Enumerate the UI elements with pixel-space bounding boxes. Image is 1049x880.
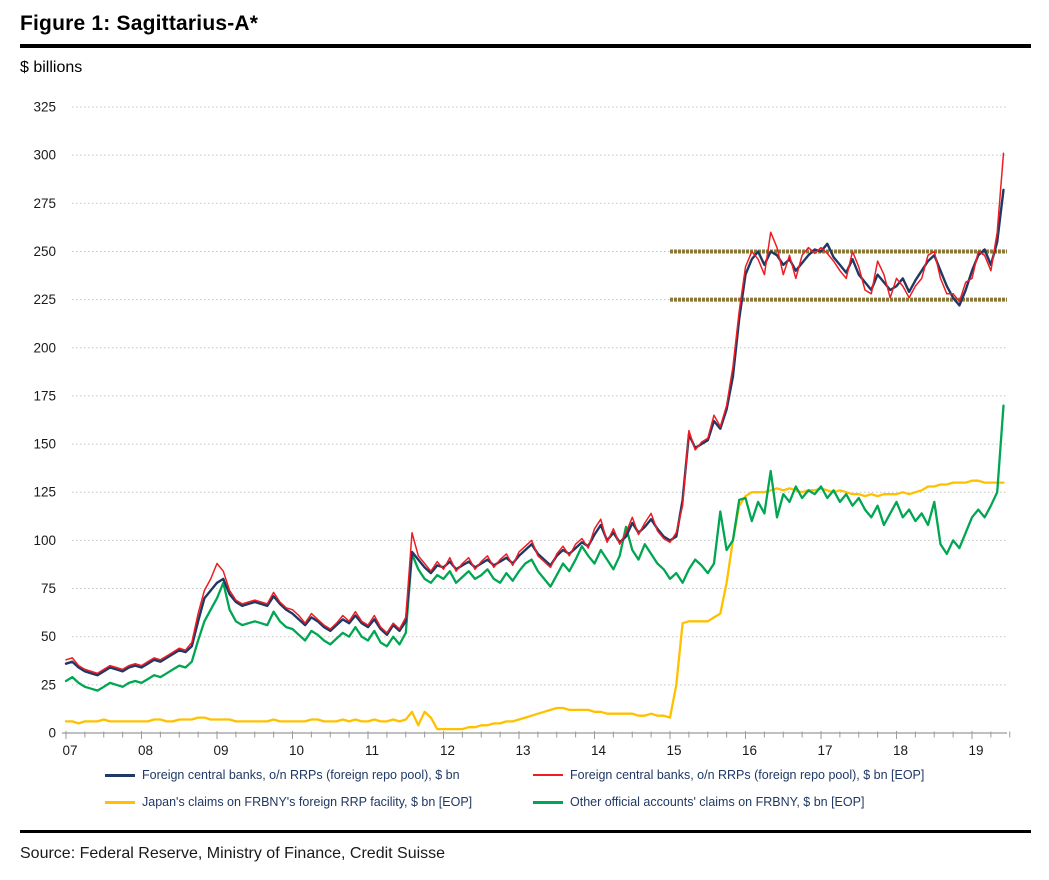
svg-text:18: 18	[893, 743, 908, 758]
gridlines	[72, 106, 1007, 686]
svg-text:200: 200	[33, 340, 56, 355]
svg-text:250: 250	[33, 244, 56, 259]
chart-legend: Foreign central banks, o/n RRPs (foreign…	[0, 762, 1049, 824]
legend-item-label: Other official accounts' claims on FRBNY…	[570, 795, 865, 809]
legend-item-other-accounts: Other official accounts' claims on FRBNY…	[533, 795, 864, 809]
svg-text:275: 275	[33, 196, 56, 211]
svg-text:100: 100	[33, 533, 56, 548]
svg-text:25: 25	[41, 677, 56, 692]
y-axis-units-label: $ billions	[20, 59, 83, 76]
svg-text:15: 15	[666, 743, 681, 758]
svg-text:13: 13	[515, 743, 530, 758]
legend-line-swatch-green-icon	[533, 800, 563, 804]
title-divider	[20, 44, 1031, 48]
reference-lines	[670, 249, 1007, 302]
source-divider	[20, 830, 1031, 833]
chart-container: 0 25 50 75 100 125 150 175 200 225 250 275 300 325 07 0…	[0, 85, 1049, 760]
svg-text:12: 12	[440, 743, 455, 758]
svg-text:325: 325	[33, 100, 56, 115]
svg-text:225: 225	[33, 292, 56, 307]
svg-text:11: 11	[365, 743, 379, 758]
legend-line-swatch-navy-icon	[105, 773, 135, 777]
svg-text:14: 14	[591, 743, 607, 758]
series-line-repo-pool	[64, 188, 1005, 677]
svg-text:16: 16	[742, 743, 757, 758]
legend-item-label: Foreign central banks, o/n RRPs (foreign…	[142, 768, 460, 782]
svg-text:10: 10	[289, 743, 304, 758]
svg-text:50: 50	[41, 629, 56, 644]
svg-text:09: 09	[213, 743, 228, 758]
svg-text:08: 08	[138, 743, 153, 758]
source-text: Source: Federal Reserve, Ministry of Fin…	[20, 845, 446, 862]
legend-item-label: Foreign central banks, o/n RRPs (foreign…	[570, 768, 925, 782]
svg-text:75: 75	[41, 581, 56, 596]
svg-text:175: 175	[33, 388, 56, 403]
x-axis: 07 08 09 10 11 12 13 14 15 16 17 18 19	[62, 731, 1011, 758]
page-title: Figure 1: Sagittarius-A*	[20, 12, 259, 35]
svg-text:19: 19	[968, 743, 983, 758]
legend-line-swatch-yellow-icon	[105, 800, 135, 804]
series-line-japan-claims	[64, 479, 1005, 731]
series-line-repo-pool-eop	[65, 152, 1005, 675]
svg-text:07: 07	[62, 743, 77, 758]
legend-item-repo-pool-eop: Foreign central banks, o/n RRPs (foreign…	[533, 768, 924, 782]
svg-text:0: 0	[48, 726, 56, 741]
svg-text:125: 125	[33, 485, 56, 500]
legend-item-label: Japan's claims on FRBNY's foreign RRP fa…	[142, 795, 473, 809]
legend-item-japan-claims: Japan's claims on FRBNY's foreign RRP fa…	[105, 795, 472, 809]
series-line-other-accounts	[64, 404, 1005, 692]
legend-item-repo-pool: Foreign central banks, o/n RRPs (foreign…	[105, 768, 460, 782]
legend-line-swatch-red-icon	[533, 774, 563, 776]
svg-text:300: 300	[33, 148, 56, 163]
svg-text:17: 17	[817, 743, 832, 758]
svg-text:150: 150	[33, 437, 56, 452]
y-axis-tick-labels: 0 25 50 75 100 125 150 175 200 225 250 275 300 325	[33, 100, 56, 741]
